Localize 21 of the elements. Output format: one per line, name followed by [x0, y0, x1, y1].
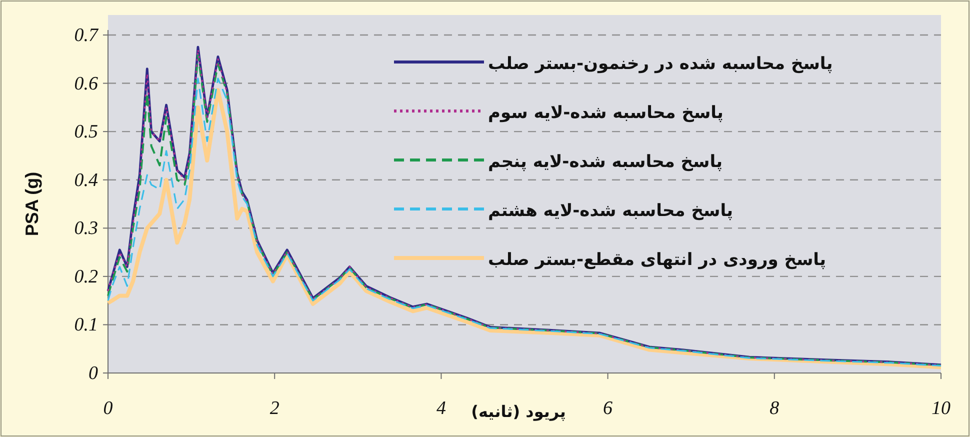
x-tick-label: 10	[932, 398, 951, 419]
x-tick-label: 6	[603, 398, 614, 419]
legend-label: پاسخ محاسبه شده-لایه سوم	[488, 103, 724, 123]
x-axis-title: پریود (ثانیه)	[471, 402, 566, 421]
x-tick-label: 4	[436, 398, 446, 419]
y-tick-label: 0.4	[74, 170, 98, 191]
y-tick-label: 0.1	[74, 314, 98, 336]
y-tick-label: 0.3	[74, 218, 98, 240]
legend-label: پاسخ محاسبه شده در رخنمون-بستر صلب	[488, 54, 833, 74]
x-tick-label: 0	[103, 398, 114, 419]
y-axis-title: PSA (g)	[22, 172, 42, 236]
x-tick-label: 8	[770, 398, 780, 419]
legend-label: پاسخ محاسبه شده-لایه هشتم	[488, 201, 733, 221]
y-tick-label: 0.6	[74, 73, 98, 94]
legend-label: پاسخ محاسبه شده-لایه پنجم	[488, 152, 723, 172]
y-tick-label: 0.7	[74, 25, 100, 46]
y-tick-label: 0.5	[74, 122, 98, 143]
x-tick-label: 2	[270, 398, 280, 419]
legend-label: پاسخ ورودی در انتهای مقطع-بستر صلب	[488, 250, 826, 270]
y-tick-label: 0	[88, 363, 98, 384]
y-tick-label: 0.2	[74, 266, 98, 288]
